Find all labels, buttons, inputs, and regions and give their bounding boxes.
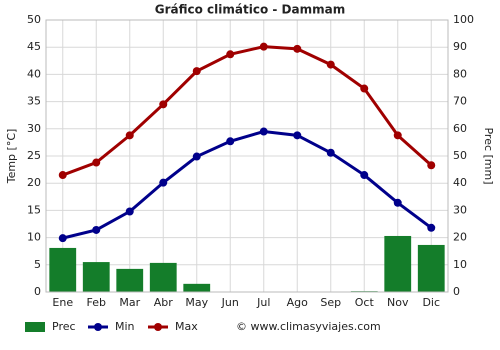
y-tick-label: 40 <box>27 67 41 80</box>
line <box>62 45 433 177</box>
line-marker <box>58 234 67 243</box>
line-marker <box>427 223 436 232</box>
line-marker <box>58 171 67 180</box>
line-marker <box>192 67 201 76</box>
line-marker <box>427 161 436 170</box>
legend-label: Max <box>175 320 198 333</box>
y-tick-label: 0 <box>34 285 41 298</box>
bar <box>384 235 412 292</box>
line-marker <box>393 198 402 207</box>
legend-marker <box>154 323 162 331</box>
line-marker <box>226 50 235 59</box>
x-tick-label: Jul <box>256 296 270 309</box>
y-tick-label: 35 <box>27 95 41 108</box>
x-tick-label: Abr <box>154 296 174 309</box>
legend-swatch <box>25 322 45 332</box>
line-marker <box>360 84 369 93</box>
line-marker <box>192 152 201 161</box>
line-marker <box>293 44 302 53</box>
y2-tick-label: 80 <box>453 67 467 80</box>
y2-tick-label: 90 <box>453 40 467 53</box>
y2-tick-label: 40 <box>453 176 467 189</box>
line <box>62 129 433 240</box>
line-marker <box>326 60 335 69</box>
y2-tick-label: 20 <box>453 231 467 244</box>
line-marker <box>92 158 101 167</box>
bar <box>417 244 445 292</box>
y-tick-label: 30 <box>27 122 41 135</box>
line-marker <box>259 127 268 136</box>
y-tick-label: 50 <box>27 13 41 26</box>
y-tick-label: 15 <box>27 203 41 216</box>
x-tick-label: Oct <box>355 296 375 309</box>
chart-title: Gráfico climático - Dammam <box>155 3 345 17</box>
line-marker <box>125 131 134 140</box>
line-marker <box>226 137 235 146</box>
x-tick-label: Nov <box>387 296 409 309</box>
bar <box>49 247 77 292</box>
y2-tick-label: 30 <box>453 203 467 216</box>
y2-tick-label: 10 <box>453 258 467 271</box>
line-marker <box>159 100 168 109</box>
y-tick-label: 5 <box>34 258 41 271</box>
x-tick-label: Feb <box>87 296 106 309</box>
x-tick-label: Ago <box>287 296 309 309</box>
y-tick-label: 10 <box>27 231 41 244</box>
y-tick-label: 20 <box>27 176 41 189</box>
line-marker <box>159 178 168 187</box>
x-tick-label: Jun <box>221 296 239 309</box>
bar <box>183 283 211 292</box>
y-axis-label: Temp [°C] <box>5 129 18 185</box>
x-tick-label: Dic <box>422 296 440 309</box>
y-tick-label: 45 <box>27 40 41 53</box>
y2-tick-label: 50 <box>453 149 467 162</box>
y2-tick-label: 0 <box>453 285 460 298</box>
y2-tick-label: 70 <box>453 95 467 108</box>
y2-tick-label: 100 <box>453 13 474 26</box>
bar <box>149 262 177 292</box>
x-tick-label: May <box>185 296 208 309</box>
bar <box>82 262 110 292</box>
bar <box>116 268 144 292</box>
y-tick-label: 25 <box>27 149 41 162</box>
line-marker <box>326 148 335 157</box>
line-marker <box>125 207 134 216</box>
y2-tick-label: 60 <box>453 122 467 135</box>
legend-marker <box>94 323 102 331</box>
line-marker <box>259 42 268 51</box>
x-tick-label: Sep <box>320 296 341 309</box>
line-marker <box>293 131 302 140</box>
x-tick-label: Ene <box>52 296 73 309</box>
line-marker <box>92 225 101 234</box>
x-tick-label: Mar <box>119 296 140 309</box>
source: © www.climasyviajes.com <box>236 320 381 333</box>
line-marker <box>360 171 369 180</box>
legend-label: Min <box>115 320 135 333</box>
plot-frame <box>45 19 449 293</box>
legend-label: Prec <box>52 320 76 333</box>
line-marker <box>393 131 402 140</box>
y2-axis-label: Prec [mm] <box>482 127 495 184</box>
